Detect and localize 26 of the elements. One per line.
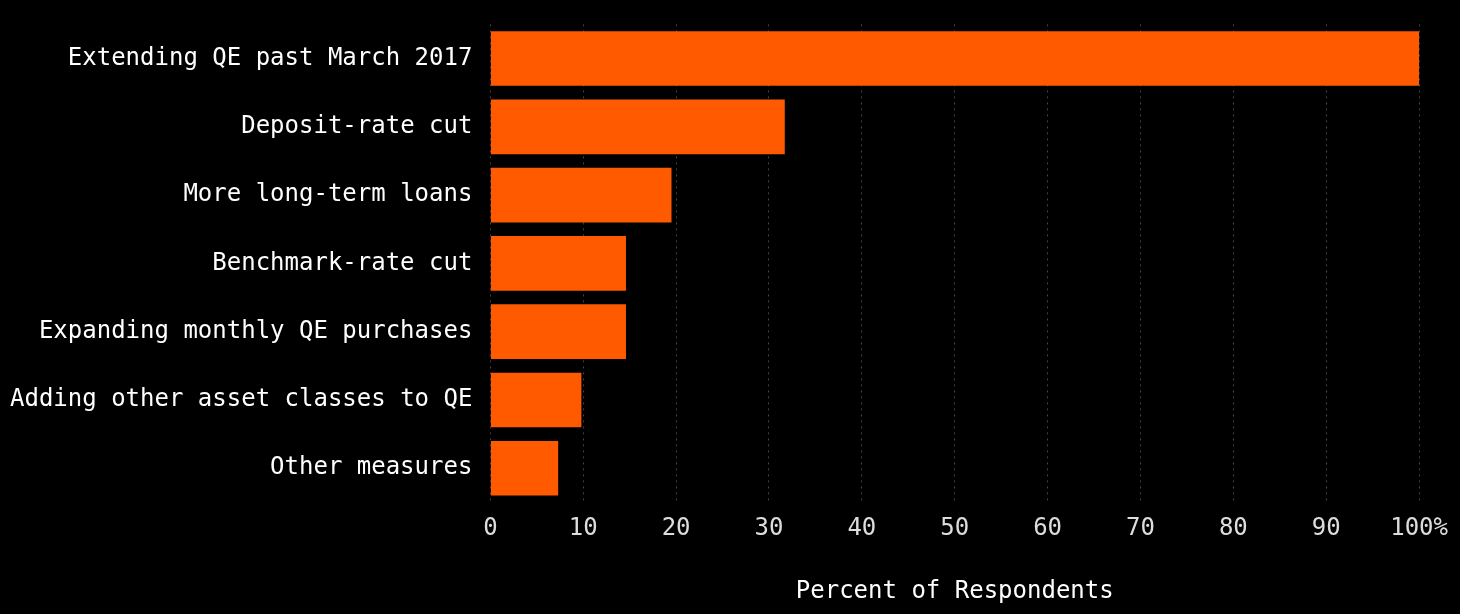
x-tick-label: 10 <box>568 513 598 542</box>
y-tick-label: More long-term loans <box>183 179 473 208</box>
x-tick-label: 20 <box>661 513 691 542</box>
x-tick-label: 90 <box>1311 513 1341 542</box>
y-tick-label: Deposit-rate cut <box>241 111 473 140</box>
x-tick-label: 50 <box>940 513 970 542</box>
y-tick-label: Other measures <box>270 452 473 481</box>
x-tick-label: 80 <box>1218 513 1248 542</box>
bar <box>490 31 1420 86</box>
x-axis-title: Percent of Respondents <box>795 575 1114 604</box>
bar <box>490 440 559 496</box>
x-tick-label: 60 <box>1033 513 1063 542</box>
x-tick-label: 0 <box>483 513 498 542</box>
x-tick-label: 30 <box>754 513 784 542</box>
x-tick-label: 100% <box>1390 513 1449 542</box>
x-tick-label: 40 <box>847 513 877 542</box>
x-tick-label: 70 <box>1126 513 1155 542</box>
y-tick-label: Extending QE past March 2017 <box>67 42 473 71</box>
y-tick-label: Benchmark-rate cut <box>212 247 473 276</box>
y-tick-label: Expanding monthly QE purchases <box>38 315 473 344</box>
bar <box>490 99 785 155</box>
bar <box>490 304 626 359</box>
y-tick-label: Adding other asset classes to QE <box>10 384 473 413</box>
bar <box>490 167 672 223</box>
bar <box>490 372 582 428</box>
bar <box>490 236 626 291</box>
